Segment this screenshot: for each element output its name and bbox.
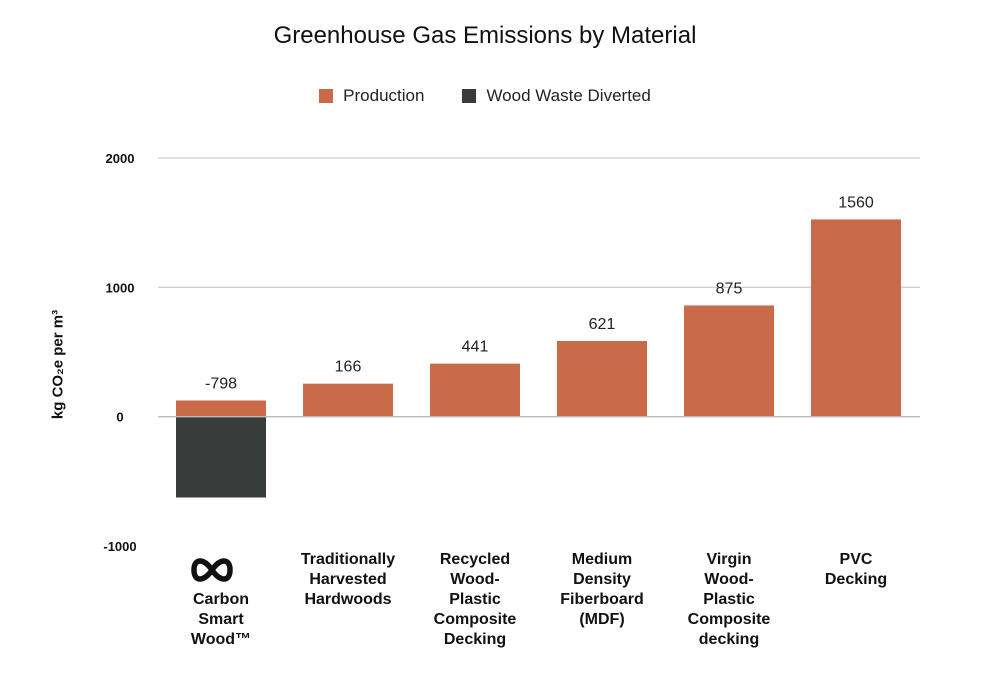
legend-swatch-production [319,89,334,103]
x-tick-label-line: Carbon [193,591,249,608]
bar-production [557,341,647,417]
y-tick-label: -1000 [103,539,136,554]
data-label: 441 [462,339,489,356]
x-tick-label-line: Medium [571,551,633,568]
bar-wood-waste-diverted [176,416,266,498]
x-tick-label-line: Composite [687,611,771,628]
data-label: 875 [716,280,743,297]
legend-swatch-wood-waste-diverted [462,89,477,103]
x-tick-label-line: (MDF) [579,611,625,628]
data-label: -798 [205,376,237,393]
bar-production [303,383,393,417]
x-tick-label: Medium Density Fiberboard (MDF) [542,550,662,630]
x-tick-label-line: Decking [824,571,888,588]
x-tick-label: PVC Decking [796,550,916,590]
legend-item-production: Production [319,86,424,106]
x-tick-label-line: Recycled [439,551,511,568]
x-tick-label-line: Smart [198,611,244,628]
x-tick-label-line: Hardwoods [304,591,392,608]
x-tick-label-line: decking [698,631,760,648]
infinity-logo-icon [191,558,233,582]
x-tick-label-line: Traditionally [300,551,396,568]
x-tick-label-line: Density [573,571,631,588]
x-tick-label-line: Virgin [706,551,752,568]
x-tick-label: Carbon Smart Wood™ [161,590,281,650]
bar-production [684,305,774,417]
y-tick-label: 2000 [106,151,135,166]
bar-production [811,219,901,417]
x-tick-label: Virgin Wood- Plastic Composite decking [669,550,789,650]
legend-label-wood-waste-diverted: Wood Waste Diverted [486,86,651,105]
x-tick-label: Traditionally Harvested Hardwoods [288,550,408,610]
x-tick-label-line: Fiberboard [560,591,644,608]
x-tick-label-line: Wood- [450,571,500,588]
data-label: 1560 [838,194,874,211]
legend-label-production: Production [343,86,425,105]
x-tick-label-line: Composite [433,611,517,628]
data-label: 166 [335,359,362,376]
x-tick-label-line: Wood- [704,571,754,588]
x-tick-label: Recycled Wood- Plastic Composite Decking [415,550,535,650]
x-tick-label-line: Decking [443,631,507,648]
x-tick-label-line: PVC [839,551,873,568]
x-tick-label-line: Harvested [309,571,387,588]
x-tick-label-line: Wood™ [190,631,252,648]
x-tick-label-line: Plastic [703,591,755,608]
legend-item-wood-waste-diverted: Wood Waste Diverted [462,86,651,106]
y-tick-label: 0 [116,410,123,425]
chart-title: Greenhouse Gas Emissions by Material [273,22,697,49]
legend: Production Wood Waste Diverted [0,86,970,106]
x-tick-label-line: Plastic [449,591,501,608]
y-tick-label: 1000 [106,280,135,295]
bar-production [430,363,520,417]
bar-production [176,400,266,417]
data-label: 621 [589,316,616,333]
